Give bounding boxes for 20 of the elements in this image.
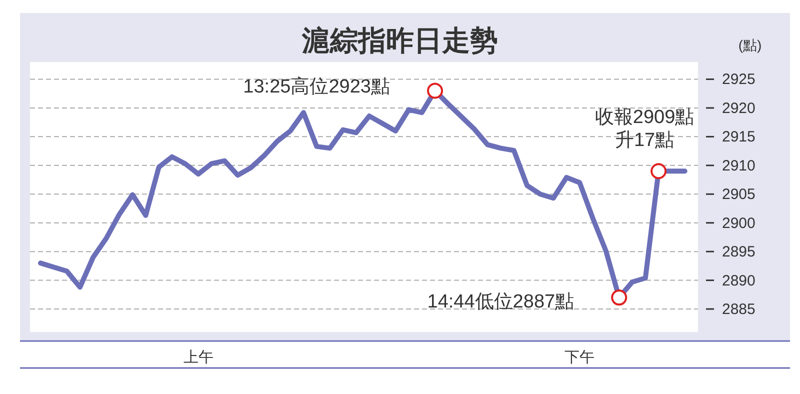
y-tick-label: 2885 [722,301,756,318]
y-tick-label: 2890 [722,272,756,290]
x-tick-label: 上午 [183,349,214,366]
y-tick-label: 2915 [722,128,756,146]
y-tick-label: 2920 [722,100,756,117]
x-tick-label: 下午 [564,349,595,366]
annotation: 14:44低位2887點 [427,292,574,313]
y-tick-label: 2905 [722,186,756,204]
chart-title: 滬綜指昨日走勢 [301,24,498,57]
point [611,290,628,306]
y-tick-label: 2895 [722,244,756,261]
annotation: 收報2909點 [594,107,694,128]
annotation: 升17點 [614,130,674,152]
y-tick-label: 2925 [722,71,756,88]
annotation: 13:25高位2923點 [243,76,390,98]
y-axis-title: (點) [738,37,762,53]
y-tick-label: 2910 [722,157,756,174]
y-tick-label: 2900 [722,214,756,232]
point [427,82,444,99]
point [650,163,667,180]
